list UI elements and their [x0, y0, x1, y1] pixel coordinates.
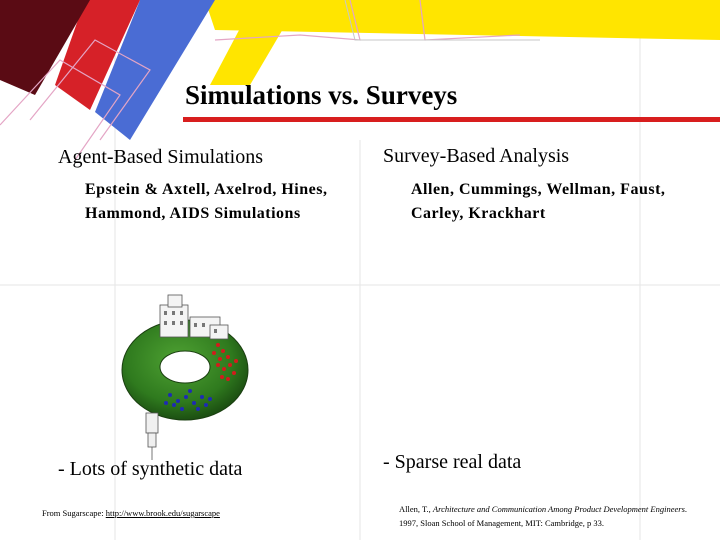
allen-citation-suffix: . 1997, Sloan School of Management, MIT:… — [399, 504, 688, 528]
slide-title: Simulations vs. Surveys — [185, 80, 458, 110]
allen-citation: Allen, T., Architecture and Communicatio… — [399, 502, 699, 530]
survey-based-authors: Allen, Cummings, Wellman, Faust, Carley,… — [411, 181, 666, 222]
allen-citation-prefix: Allen, T., — [399, 504, 433, 514]
title-underline-bar — [183, 117, 720, 122]
agent-based-heading: Agent-Based Simulations — [58, 146, 263, 168]
sugarscape-torus-illustration — [121, 294, 249, 460]
agent-based-authors: Epstein & Axtell, Axelrod, Hines, Hammon… — [85, 181, 328, 222]
sugarscape-citation: From Sugarscape: http://www.brook.edu/su… — [42, 506, 220, 520]
synthetic-data-bullet: - Lots of synthetic data — [58, 458, 243, 480]
sparse-data-bullet: - Sparse real data — [383, 451, 522, 473]
sugarscape-link[interactable]: http://www.brook.edu/sugarscape — [105, 508, 220, 518]
allen-citation-title: Architecture and Communication Among Pro… — [432, 504, 685, 514]
survey-based-heading: Survey-Based Analysis — [383, 145, 570, 167]
sugarscape-citation-prefix: From Sugarscape: — [42, 508, 106, 518]
